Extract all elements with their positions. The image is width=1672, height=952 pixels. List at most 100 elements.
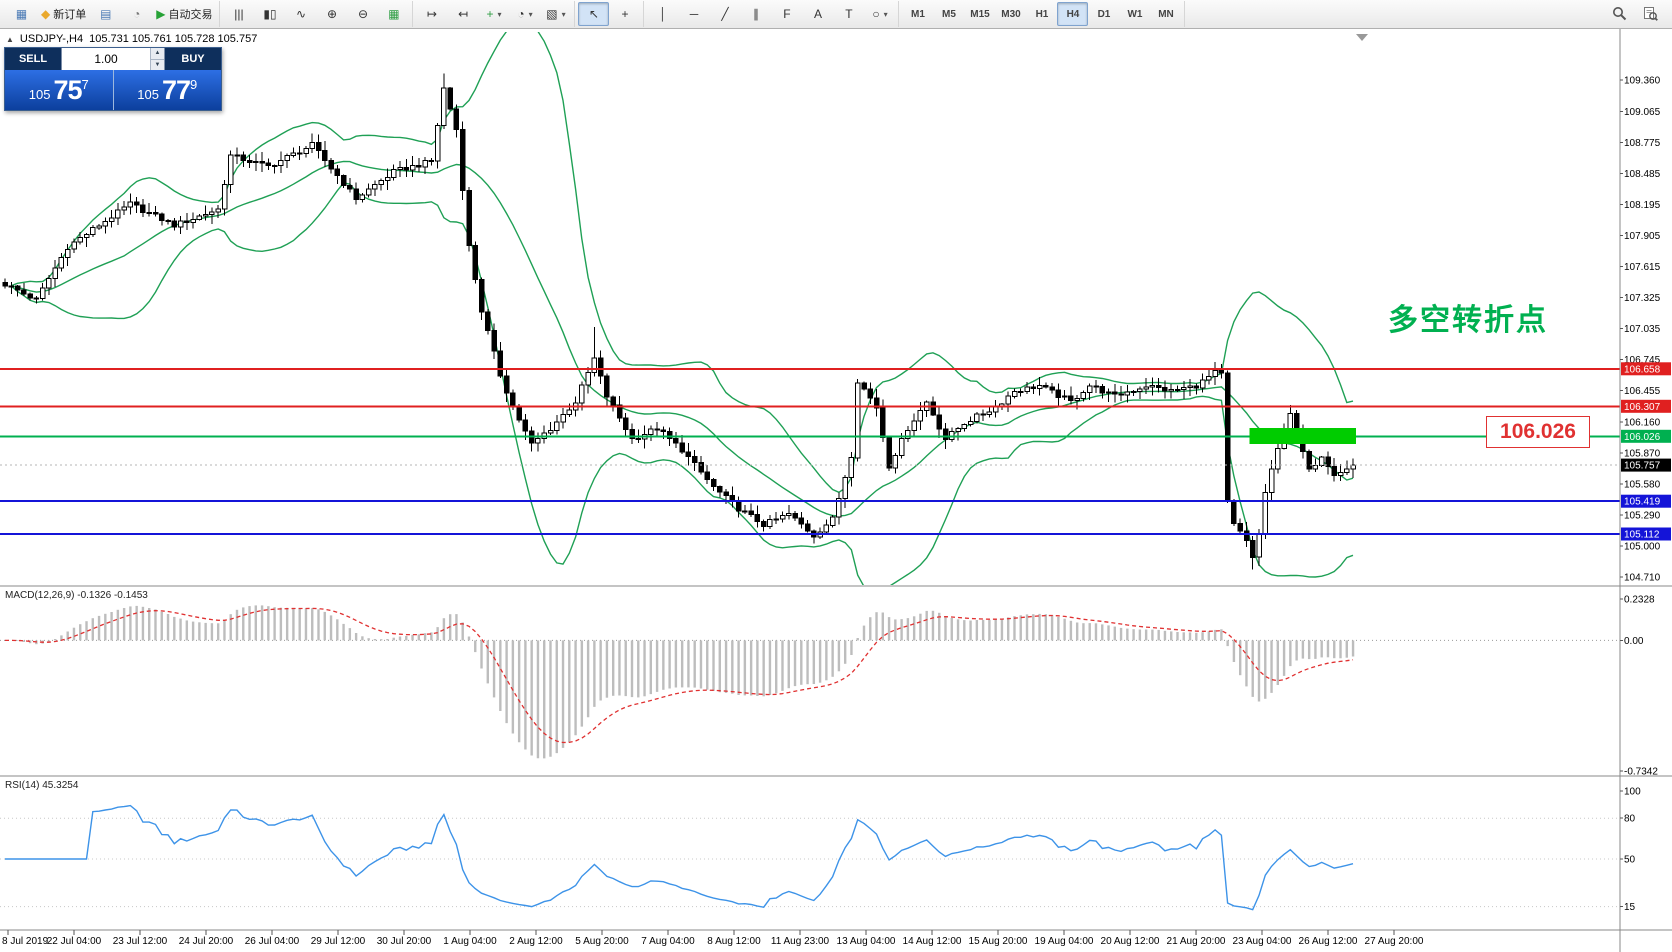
rsi-axis-label: 80 (1624, 814, 1636, 825)
bollinger-bands (10, 32, 1354, 585)
chart-shift-button[interactable]: ↤ (447, 2, 478, 26)
tf-m1-button[interactable]: M1 (902, 2, 933, 26)
periods-icon: ◔ (517, 7, 525, 21)
crosshair-button[interactable]: + (609, 2, 640, 26)
price-chart[interactable]: 109.360 109.065 108.775 108.485 108.195 107.9… (0, 29, 1672, 952)
file-group: ▦ ◆ 新订单 ▤ ◔ ▶ 自动交易 (3, 1, 221, 27)
sell-price-sup: 7 (81, 76, 89, 92)
text-tool-icon: A (813, 7, 822, 21)
zoom-out-button[interactable]: ⊖ (347, 2, 378, 26)
bar-chart-mode-button[interactable]: ||| (223, 2, 254, 26)
tf-m15-label: M15 (970, 8, 990, 20)
navigator-icon: ◔ (133, 7, 141, 21)
price-axis-label: 105.290 (1624, 511, 1661, 522)
autotrading-button[interactable]: ▶ 自动交易 (152, 2, 216, 26)
tf-w1-label: W1 (1127, 8, 1143, 20)
shapes-tool-button[interactable]: ○ ▾ (864, 2, 895, 26)
text-tool-button[interactable]: A (802, 2, 833, 26)
new-chart-button[interactable]: ▦ (6, 2, 37, 26)
label-tool-icon: T (845, 7, 853, 21)
toolbar: ▦ ◆ 新订单 ▤ ◔ ▶ 自动交易 ||| ▮▯ ∿ ⊕ ⊖ ▦ ↦ ↤ + ▾ ◔ ▾ ▧ ▾ ↖ + │ ─ ╱ ∥ F A T ○ ▾… (0, 0, 1672, 29)
buy-button[interactable]: BUY (181, 53, 205, 65)
templates-dropdown-icon[interactable]: ▾ (561, 9, 566, 19)
label-tool-button[interactable]: T (833, 2, 864, 26)
price-axis-label: 106.160 (1624, 418, 1661, 429)
tf-mn-button[interactable]: MN (1150, 2, 1181, 26)
time-axis-label: 22 Jul 04:00 (47, 936, 102, 947)
price-axis-label: 107.035 (1624, 324, 1661, 335)
indicators-button[interactable]: + ▾ (478, 2, 509, 26)
annotation-cn-note: 多空转折点 (1388, 304, 1548, 337)
price-axis-label: 109.065 (1624, 107, 1661, 118)
highlight-rectangle[interactable] (1249, 427, 1356, 444)
sell-price-big: 75 (53, 74, 82, 105)
volume-value[interactable]: 1.00 (94, 52, 118, 66)
sell-button[interactable]: SELL (18, 53, 48, 65)
annotation-price-callout[interactable]: 106.026 (1486, 416, 1590, 448)
volume-spin: ▲ ▼ (150, 48, 164, 70)
tf-w1-button[interactable]: W1 (1119, 2, 1150, 26)
tf-h1-label: H1 (1035, 8, 1049, 20)
tf-d1-label: D1 (1097, 8, 1111, 20)
horizontal-levels[interactable] (0, 367, 1620, 535)
price-axis-label: 104.710 (1624, 573, 1661, 584)
draw-group: │ ─ ╱ ∥ F A T ○ ▾ (644, 1, 900, 27)
autotrading-icon: ▶ (156, 7, 166, 21)
navigator-button[interactable]: ◔ (121, 2, 152, 26)
tf-h4-button[interactable]: H4 (1057, 2, 1089, 26)
candles (2, 73, 1356, 570)
indicators-dropdown-icon[interactable]: ▾ (497, 9, 502, 19)
time-axis-label: 23 Aug 04:00 (1233, 936, 1292, 947)
rsi-axis-label: 100 (1624, 787, 1641, 798)
periods-button[interactable]: ◔ ▾ (509, 2, 540, 26)
macd-axis-label: -0.7342 (1624, 767, 1658, 778)
tf-h1-button[interactable]: H1 (1026, 2, 1057, 26)
vertical-line-tool-button[interactable]: │ (647, 2, 678, 26)
tf-m30-button[interactable]: M30 (995, 2, 1026, 26)
cursor-button[interactable]: ↖ (578, 2, 610, 26)
time-axis-label: 8 Jul 2019 (2, 936, 49, 947)
macd-label: MACD(12,26,9) -0.1326 -0.1453 (5, 590, 148, 601)
buy-price[interactable]: 105 77 9 (113, 70, 221, 110)
candlestick-mode-button[interactable]: ▮▯ (254, 2, 285, 26)
buy-price-prefix: 105 (137, 86, 159, 102)
new-order-button[interactable]: ◆ 新订单 (37, 2, 90, 26)
shapes-tool-icon: ○ (872, 7, 880, 21)
price-tag: 106.658 (1624, 364, 1661, 375)
trendline-tool-button[interactable]: ╱ (709, 2, 740, 26)
chart-shift-marker[interactable] (1356, 34, 1368, 41)
market-watch-button[interactable]: ▤ (90, 2, 121, 26)
line-chart-mode-button[interactable]: ∿ (285, 2, 316, 26)
time-axis-label: 15 Aug 20:00 (969, 936, 1028, 947)
zoom-in-button[interactable]: ⊕ (316, 2, 347, 26)
periods-dropdown-icon[interactable]: ▾ (528, 9, 533, 19)
volume-down-icon[interactable]: ▼ (151, 58, 164, 70)
cursor-icon: ↖ (588, 7, 599, 21)
sell-price[interactable]: 105 75 7 (5, 70, 114, 110)
bar-chart-mode-icon: ||| (234, 7, 244, 21)
channel-tool-button[interactable]: ∥ (740, 2, 771, 26)
volume-up-icon[interactable]: ▲ (151, 48, 164, 59)
new-order-label: 新订单 (53, 9, 87, 21)
horizontal-line-tool-button[interactable]: ─ (678, 2, 709, 26)
price-axis-label: 105.580 (1624, 480, 1661, 491)
symbol-search-button[interactable] (1604, 2, 1635, 26)
zoom-out-icon: ⊖ (357, 7, 368, 21)
tile-windows-button[interactable]: ▦ (378, 2, 409, 26)
find-button[interactable] (1635, 2, 1666, 26)
line-chart-mode-icon: ∿ (295, 7, 306, 21)
tf-d1-button[interactable]: D1 (1088, 2, 1119, 26)
auto-scroll-button[interactable]: ↦ (416, 2, 447, 26)
price-axis-label: 108.195 (1624, 200, 1661, 211)
one-click-collapse-icon[interactable]: ▲ (6, 34, 14, 44)
templates-button[interactable]: ▧ ▾ (540, 2, 571, 26)
symbol-search-icon (1612, 6, 1627, 23)
shapes-tool-dropdown-icon[interactable]: ▾ (883, 9, 888, 19)
tf-m5-button[interactable]: M5 (933, 2, 964, 26)
one-click-trade-panel: SELL 1.00 ▲ ▼ BUY 105 75 7 105 (4, 47, 222, 111)
fibonacci-tool-button[interactable]: F (771, 2, 802, 26)
market-watch-icon: ▤ (100, 7, 112, 21)
tf-m15-button[interactable]: M15 (964, 2, 995, 26)
price-tag: 105.419 (1624, 497, 1661, 508)
